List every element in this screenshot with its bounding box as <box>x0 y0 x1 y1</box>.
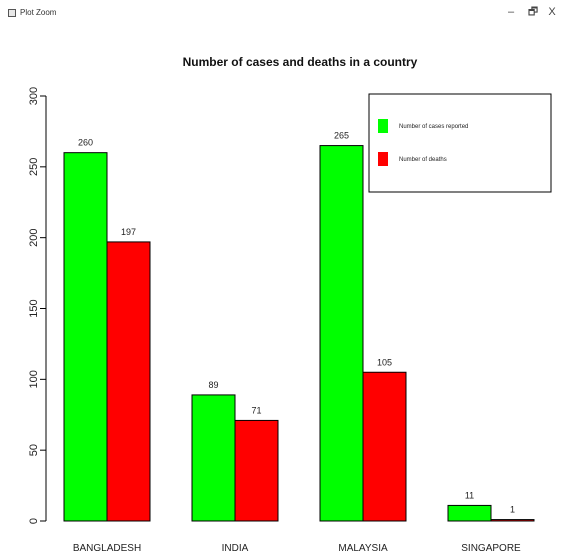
bar-number-of-cases-reported-bangladesh <box>63 152 108 522</box>
bar-value-label: 89 <box>208 380 218 390</box>
app-icon <box>8 9 16 17</box>
bar-number-of-deaths-malaysia <box>362 371 407 522</box>
legend-label: Number of cases reported <box>399 124 468 130</box>
y-tick-label: 300 <box>28 87 40 105</box>
bar-value-label: 265 <box>334 131 349 141</box>
close-button[interactable]: X <box>548 6 556 18</box>
window-title: Plot Zoom <box>20 8 57 17</box>
y-tick-label: 50 <box>28 444 40 456</box>
bar-value-label: 11 <box>465 490 474 500</box>
bar-number-of-deaths-india <box>234 419 279 522</box>
y-axis: 0 50 100 150 200 250 300 <box>28 87 47 524</box>
bar-number-of-deaths-bangladesh <box>106 241 151 522</box>
bar-value-label: 71 <box>251 405 261 415</box>
bar-value-label: 197 <box>121 227 136 237</box>
y-tick-label: 200 <box>28 228 40 246</box>
bar-number-of-cases-reported-malaysia <box>319 145 364 522</box>
x-tick-labels: BANGLADESH INDIA MALAYSIA SINGAPORE <box>73 543 521 554</box>
x-tick-label: INDIA <box>222 543 249 554</box>
legend: Number of cases reported Number of deaths <box>368 93 552 193</box>
x-tick-label: SINGAPORE <box>461 543 521 554</box>
bar-value-label: 1 <box>510 505 515 515</box>
x-tick-label: MALAYSIA <box>338 543 388 554</box>
bar-value-label: 260 <box>78 138 93 148</box>
bar-number-of-cases-reported-singapore <box>447 504 492 522</box>
legend-label: Number of deaths <box>399 157 447 163</box>
minimize-button[interactable]: – <box>507 6 515 18</box>
y-tick-label: 100 <box>28 370 40 388</box>
legend-box <box>368 93 552 193</box>
y-tick-label: 250 <box>28 158 40 176</box>
bar-value-label: 105 <box>377 357 392 367</box>
legend-swatch <box>378 119 388 133</box>
chart-title: Number of cases and deaths in a country <box>183 55 418 69</box>
window-titlebar: Plot Zoom – 🗗 X <box>0 0 561 28</box>
bar-number-of-cases-reported-india <box>191 394 236 522</box>
x-tick-label: BANGLADESH <box>73 543 141 554</box>
bar-number-of-deaths-singapore <box>490 519 535 522</box>
maximize-button[interactable]: 🗗 <box>527 6 539 18</box>
y-tick-label: 150 <box>28 299 40 317</box>
bars-group <box>63 145 535 522</box>
legend-swatch <box>378 152 388 166</box>
y-tick-label: 0 <box>28 518 40 524</box>
